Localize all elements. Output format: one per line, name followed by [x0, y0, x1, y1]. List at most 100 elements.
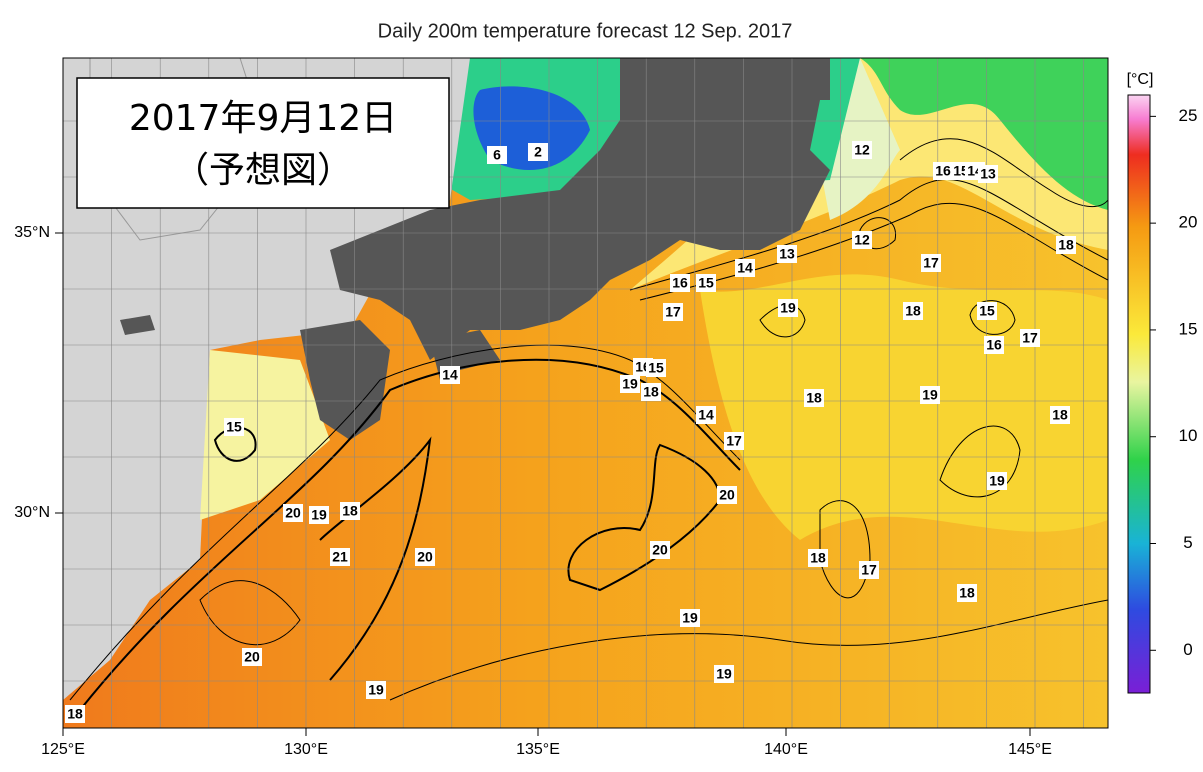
land-honshu — [330, 58, 830, 360]
contour-label: 19 — [716, 666, 732, 682]
contour-label: 13 — [980, 166, 996, 182]
contour-label: 14 — [698, 407, 714, 423]
contour-label-bg — [340, 502, 360, 520]
contour-label-bg — [309, 506, 329, 524]
contour-label: 18 — [905, 303, 921, 319]
contour-label: 2 — [534, 144, 542, 160]
contour-label-bg — [808, 549, 828, 567]
lon-label: 140°E — [764, 741, 808, 758]
forecast-text: （予想図） — [173, 150, 353, 191]
contour-label: 20 — [285, 505, 301, 521]
cold-region — [860, 58, 1108, 210]
contour-label-bg — [957, 584, 977, 602]
contour-label-bg — [440, 366, 460, 384]
contour-label-bg — [415, 548, 435, 566]
contour-label-bg — [804, 389, 824, 407]
contour-label: 20 — [652, 542, 668, 558]
colorbar-label: 25 — [1179, 106, 1198, 125]
contour-label: 19 — [922, 387, 938, 403]
lat-label: 35°N — [14, 224, 50, 241]
contour-label: 18 — [1058, 237, 1074, 253]
lat-label: 30°N — [14, 504, 50, 521]
contour-label-bg — [921, 254, 941, 272]
contour-label: 16 — [672, 275, 688, 291]
contour-label: 19 — [368, 682, 384, 698]
contour-label-bg — [735, 259, 755, 277]
contour-label-bg — [366, 681, 386, 699]
contour-label-bg — [646, 359, 666, 377]
map-frame — [62, 57, 1109, 729]
colorbar-label: 10 — [1179, 426, 1198, 445]
contour-label-bg — [852, 141, 872, 159]
contour-label-bg — [65, 705, 85, 723]
contour-label-bg — [859, 561, 879, 579]
contour-label-bg — [242, 648, 262, 666]
contour-label-bg — [1020, 329, 1040, 347]
contour-label-bg — [984, 336, 1004, 354]
colorbar-label: 15 — [1179, 319, 1198, 338]
colorbar — [1127, 94, 1151, 694]
contour-label: 14 — [737, 260, 753, 276]
contour-label: 15 — [648, 360, 664, 376]
contour-label-bg — [641, 383, 661, 401]
contour-label-bg — [487, 146, 507, 164]
contour-label: 18 — [342, 503, 358, 519]
contour-label: 17 — [861, 562, 877, 578]
contour-label: 17 — [665, 304, 681, 320]
contour-label: 14 — [442, 367, 458, 383]
colorbar-ticks: 25 20 15 10 5 0 — [1150, 106, 1197, 659]
contour-label-bg — [650, 541, 670, 559]
contour-label-bg — [777, 245, 797, 263]
contour-label: 19 — [682, 610, 698, 626]
contour-label-bg — [987, 472, 1007, 490]
contour-label: 15 — [698, 275, 714, 291]
contour-label: 21 — [332, 549, 348, 565]
contour-label: 6 — [493, 147, 501, 163]
date-text: 2017年9月12日 — [129, 98, 397, 139]
lon-label: 125°E — [41, 741, 85, 758]
contour-label: 19 — [989, 473, 1005, 489]
contour-label: 19 — [780, 300, 796, 316]
contour-label: 17 — [726, 433, 742, 449]
contour-label: 12 — [854, 232, 870, 248]
contour-label: 18 — [643, 384, 659, 400]
contour-label-bg — [680, 609, 700, 627]
cool-region — [200, 350, 330, 520]
contour-label-bg — [283, 504, 303, 522]
contour-label: 12 — [854, 142, 870, 158]
land-kyushu — [300, 320, 390, 440]
axes: 125°E 130°E 135°E 140°E 145°E 35°N 30°N — [14, 224, 1052, 758]
colorbar-unit: [°C] — [1127, 71, 1154, 88]
contour-label-bg — [663, 303, 683, 321]
contour-label-bg — [977, 302, 997, 320]
contour-label-bg — [778, 299, 798, 317]
colorbar-label: 5 — [1183, 533, 1192, 552]
contour-label-bg — [852, 231, 872, 249]
contour-label-bg — [903, 302, 923, 320]
contour-label: 15 — [226, 419, 242, 435]
contour-label-bg — [1050, 406, 1070, 424]
contour-label: 17 — [923, 255, 939, 271]
lon-label: 145°E — [1008, 741, 1052, 758]
contour-label-bg — [696, 274, 716, 292]
contour-label-bg — [528, 143, 548, 161]
contour-label-bg — [920, 386, 940, 404]
contour-label: 16 — [986, 337, 1002, 353]
colorbar-label: 0 — [1183, 640, 1192, 659]
contour-label-bg — [724, 432, 744, 450]
contour-label-bg — [330, 548, 350, 566]
contour-label: 19 — [622, 376, 638, 392]
colorbar-label: 20 — [1179, 213, 1198, 232]
contour-label: 17 — [1022, 330, 1038, 346]
contour-label-bg — [1056, 236, 1076, 254]
date-box — [76, 77, 450, 209]
contour-label-bg — [717, 486, 737, 504]
contour-label: 13 — [779, 246, 795, 262]
contour-label: 18 — [806, 390, 822, 406]
contour-label: 15 — [979, 303, 995, 319]
contour-label-bg — [696, 406, 716, 424]
contour-label: 20 — [719, 487, 735, 503]
